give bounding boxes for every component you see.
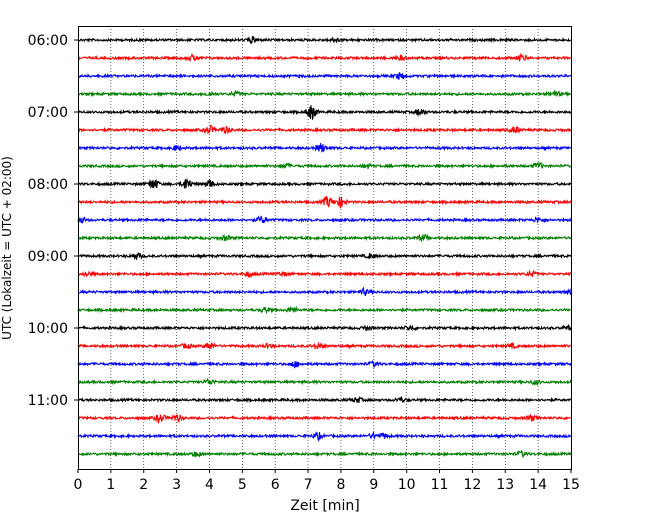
trace-1: [77, 52, 572, 63]
trace-4: [77, 105, 572, 120]
trace-23: [77, 449, 572, 458]
trace-18: [77, 360, 572, 369]
trace-0: [77, 35, 572, 45]
x-axis: 0 1 2 3 4 5 6 7 8 9 10 11 12 13 14 15: [74, 469, 580, 493]
x-tick-label: 11: [431, 477, 449, 493]
trace-5: [77, 124, 572, 135]
y-tick-label: 10:00: [28, 321, 68, 337]
x-axis-label: Zeit [min]: [290, 498, 359, 514]
x-tick-label: 15: [562, 477, 580, 493]
x-tick-label: 4: [205, 477, 214, 493]
x-tick-label: 12: [463, 477, 481, 493]
trace-14: [77, 286, 572, 297]
trace-17: [77, 341, 572, 350]
trace-21: [77, 413, 572, 425]
trace-12: [77, 252, 572, 260]
trace-22: [77, 431, 572, 442]
trace-3: [77, 89, 572, 98]
trace-11: [77, 233, 572, 243]
y-axis-label: UTC (Lokalzeit = UTC + 02:00): [0, 156, 14, 340]
y-tick-label: 06:00: [28, 33, 68, 49]
x-tick-label: 9: [369, 477, 378, 493]
x-tick-label: 10: [398, 477, 416, 493]
x-tick-label: 7: [304, 477, 313, 493]
x-tick-label: 14: [529, 477, 547, 493]
x-tick-label: 13: [496, 477, 514, 493]
trace-15: [77, 305, 572, 315]
x-tick-label: 8: [336, 477, 345, 493]
trace-2: [77, 72, 572, 80]
y-tick-label: 09:00: [28, 249, 68, 265]
trace-13: [77, 269, 572, 279]
trace-9: [77, 195, 572, 209]
trace-10: [77, 215, 572, 224]
trace-8: [77, 177, 572, 189]
trace-6: [77, 143, 572, 153]
trace-20: [77, 395, 572, 404]
x-tick-label: 5: [238, 477, 247, 493]
trace-16: [77, 323, 572, 332]
x-tick-label: 3: [172, 477, 181, 493]
x-tick-label: 6: [271, 477, 280, 493]
x-tick-label: 2: [139, 477, 148, 493]
x-tick-label: 0: [74, 477, 83, 493]
vertical-grid: [110, 26, 539, 469]
y-axis: 06:00 07:00 08:00 09:00 10:00 11:00: [28, 33, 78, 409]
plot-frame: [78, 26, 572, 470]
y-tick-label: 11:00: [28, 393, 68, 409]
trace-group: [77, 35, 572, 458]
trace-19: [77, 377, 572, 386]
trace-7: [77, 161, 572, 170]
x-tick-label: 1: [106, 477, 115, 493]
y-tick-label: 07:00: [28, 105, 68, 121]
y-tick-label: 08:00: [28, 177, 68, 193]
